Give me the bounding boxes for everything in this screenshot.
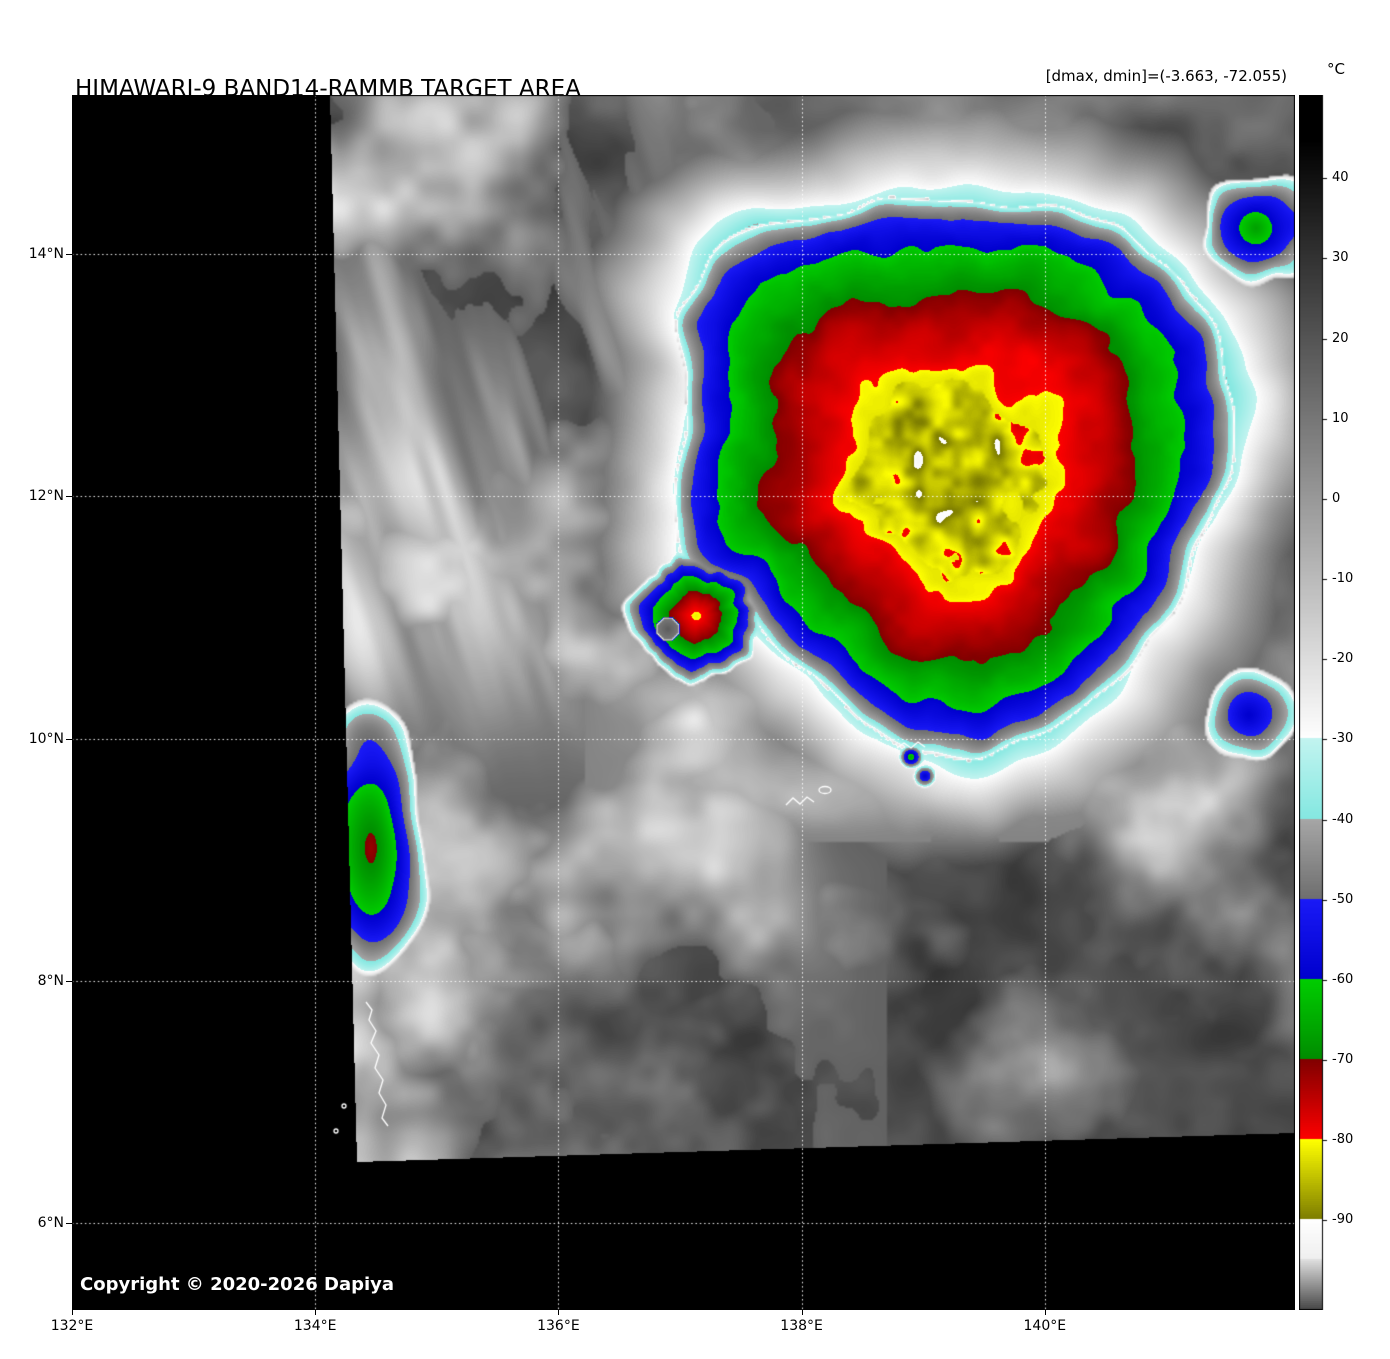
lon-tick-mark <box>72 1310 73 1315</box>
lon-tick-mark <box>1044 1310 1046 1315</box>
colorbar-tick-label: 40 <box>1332 170 1349 186</box>
colorbar-tick-label: -20 <box>1332 651 1354 667</box>
lon-axis-label: 134°E <box>293 1318 337 1334</box>
lon-tick-mark <box>558 1310 560 1315</box>
lon-axis-label: 140°E <box>1023 1318 1067 1334</box>
colorbar-tick-label: -80 <box>1332 1132 1354 1148</box>
dmax-dmin-label: [dmax, dmin]=(-3.663, -72.055) <box>1045 67 1287 85</box>
colorbar-tick-label: 20 <box>1332 330 1349 346</box>
colorbar-tick-label: -40 <box>1332 811 1354 827</box>
colorbar <box>1299 95 1329 1310</box>
lat-axis-label: 12°N <box>28 488 64 505</box>
colorbar-tick-label: -70 <box>1332 1051 1354 1067</box>
colorbar-tick-label: -60 <box>1332 971 1354 987</box>
colorbar-tick-label: -10 <box>1332 571 1354 587</box>
lat-axis-label: 14°N <box>28 246 64 262</box>
map-canvas <box>72 95 1295 1310</box>
lat-tick-mark <box>66 980 72 982</box>
colorbar-tick-label: -50 <box>1332 891 1354 907</box>
lat-tick-mark <box>66 1223 72 1225</box>
lon-tick-mark <box>315 1310 317 1315</box>
lon-tick-mark <box>801 1310 803 1315</box>
colorbar-tick-label: 0 <box>1332 490 1341 506</box>
colorbar-tick-label: 30 <box>1332 250 1349 266</box>
lon-axis-label: 138°E <box>780 1318 823 1334</box>
page-title: HIMAWARI-9 BAND14-RAMMB TARGET AREA <box>75 76 581 102</box>
colorbar-tick-label: -30 <box>1332 731 1354 747</box>
lat-axis-label: 8°N <box>37 972 64 989</box>
lat-axis-label: 6°N <box>37 1215 64 1232</box>
lat-tick-mark <box>66 738 72 740</box>
lat-tick-mark <box>66 496 72 498</box>
colorbar-unit-label: °C <box>1327 60 1345 78</box>
lon-axis-label: 132°E <box>50 1318 94 1334</box>
lat-tick-mark <box>66 254 72 255</box>
lon-axis-label: 136°E <box>537 1318 580 1334</box>
colorbar-tick-label: 10 <box>1332 410 1349 426</box>
copyright-label: Copyright © 2020-2026 Dapiya <box>80 1274 395 1295</box>
colorbar-tick-label: -90 <box>1332 1212 1354 1228</box>
lat-axis-label: 10°N <box>28 730 64 747</box>
